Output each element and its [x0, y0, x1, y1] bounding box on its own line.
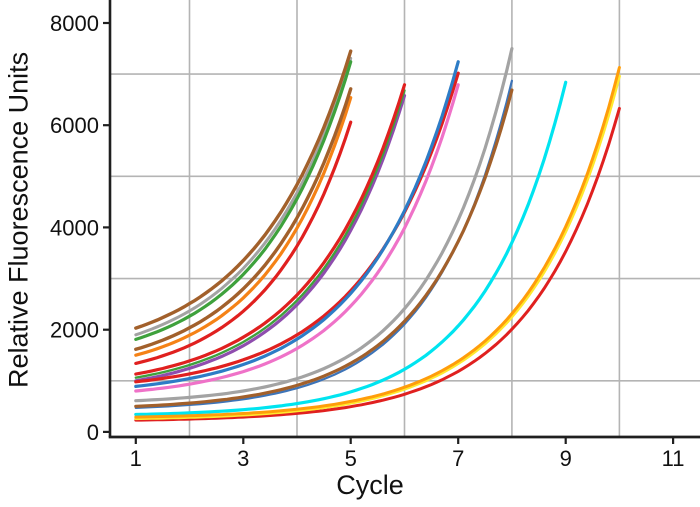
curve-red-2 — [134, 83, 407, 376]
curve-purple-1 — [134, 94, 407, 383]
x-tick-label: 11 — [662, 446, 685, 471]
curve-pink-1 — [134, 83, 460, 393]
curve-brown-2 — [134, 87, 353, 351]
x-tick-label: 5 — [345, 446, 357, 471]
curve-blue-1 — [134, 60, 460, 388]
curve-red-1 — [134, 120, 353, 365]
curve-yellow-1 — [134, 74, 621, 421]
y-axis-title: Relative Fluorescence Units — [3, 51, 34, 389]
curve-gray-1 — [134, 56, 353, 337]
curve-orange-2 — [134, 66, 621, 419]
curve-green-1 — [134, 60, 353, 341]
curve-cyan-1 — [134, 80, 568, 417]
curve-red-4 — [134, 106, 621, 422]
x-tick-label: 9 — [560, 446, 572, 471]
y-tick-label: 8000 — [50, 11, 99, 36]
y-tick-label: 6000 — [50, 113, 99, 138]
y-tick-label: 4000 — [50, 215, 99, 240]
curve-gray-2 — [134, 47, 514, 403]
curve-brown-1 — [134, 49, 353, 330]
x-axis-title: Cycle — [336, 470, 404, 500]
y-tick-label: 2000 — [50, 318, 99, 343]
curve-brown-3 — [134, 88, 514, 408]
y-tick-label: 0 — [87, 420, 99, 445]
x-tick-label: 1 — [130, 446, 142, 471]
curve-green-2 — [134, 89, 406, 379]
x-tick-label: 7 — [452, 446, 464, 471]
x-tick-label: 3 — [237, 446, 249, 471]
curve-orange-1 — [134, 96, 353, 357]
